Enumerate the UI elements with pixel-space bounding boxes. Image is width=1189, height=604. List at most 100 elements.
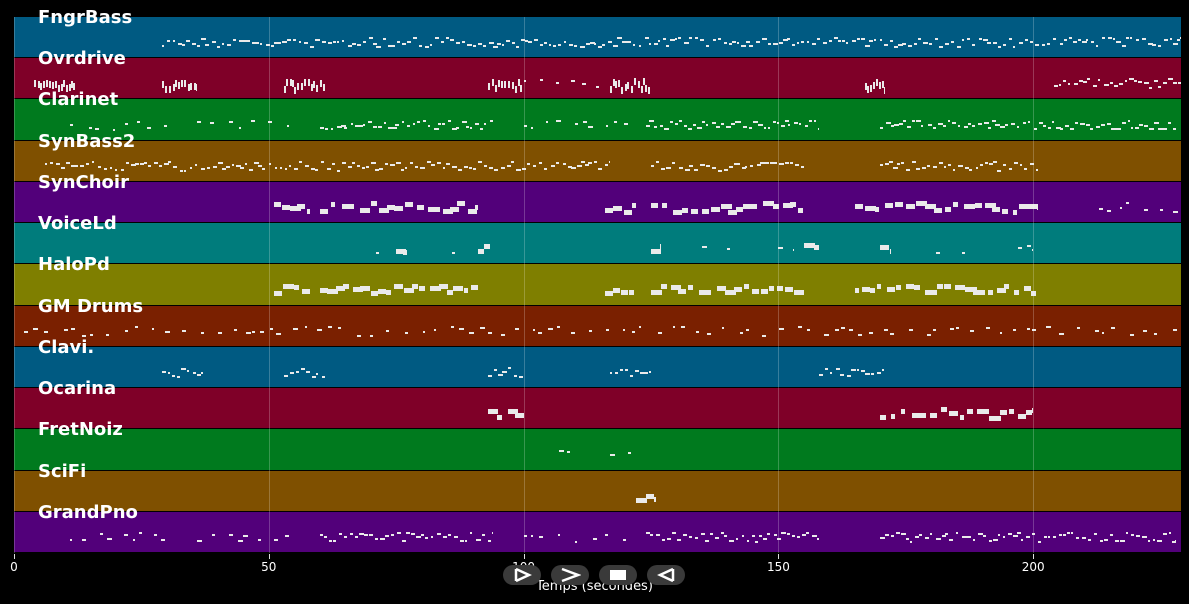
note: [1100, 540, 1103, 543]
note: [385, 290, 391, 296]
note: [936, 537, 941, 540]
note: [834, 37, 839, 40]
note: [470, 284, 478, 290]
note: [776, 121, 780, 124]
note: [706, 44, 710, 47]
track-fngrbass: [14, 17, 1181, 59]
note: [1125, 80, 1128, 83]
note: [851, 39, 857, 42]
note: [972, 538, 975, 541]
note: [916, 168, 921, 171]
note: [511, 81, 514, 89]
note: [1141, 37, 1147, 40]
note: [1033, 127, 1037, 130]
note: [161, 80, 164, 88]
note: [784, 119, 789, 122]
note: [798, 123, 802, 126]
note: [404, 166, 408, 169]
note: [131, 163, 137, 166]
play-button[interactable]: [503, 565, 541, 585]
note: [497, 79, 500, 87]
note: [773, 534, 777, 537]
note: [194, 164, 198, 167]
note: [781, 124, 786, 127]
note: [443, 208, 454, 214]
note: [523, 535, 527, 538]
note: [1125, 37, 1129, 40]
note: [999, 332, 1003, 335]
note: [645, 532, 651, 535]
note: [413, 37, 418, 40]
note: [396, 41, 400, 44]
note: [700, 164, 706, 167]
note: [952, 201, 958, 207]
note: [415, 535, 421, 538]
note: [653, 496, 657, 502]
note: [857, 333, 862, 336]
note: [967, 37, 971, 40]
note: [447, 120, 451, 123]
note: [705, 539, 710, 542]
note: [1131, 126, 1134, 129]
note: [1087, 78, 1091, 81]
note: [362, 41, 367, 44]
note: [1177, 81, 1181, 84]
note: [989, 162, 993, 165]
note: [914, 284, 921, 290]
note: [712, 167, 717, 170]
note: [161, 538, 166, 541]
note: [778, 163, 784, 166]
note: [327, 325, 332, 328]
note: [1014, 290, 1019, 296]
note: [175, 80, 178, 88]
note: [627, 82, 630, 90]
note: [556, 161, 559, 164]
note: [451, 127, 457, 130]
note: [310, 84, 313, 92]
note: [726, 126, 731, 129]
note: [44, 330, 48, 333]
note: [187, 83, 190, 91]
note: [457, 168, 463, 171]
note: [890, 413, 895, 419]
piano-roll: FngrBass Ovrdrive Clarinet SynBass2 SynChoir…: [14, 7, 1181, 553]
note: [921, 125, 924, 128]
note: [1152, 44, 1156, 47]
note: [534, 38, 539, 41]
note: [740, 331, 743, 334]
note: [484, 244, 490, 250]
note: [450, 326, 454, 329]
fast-forward-button[interactable]: [551, 565, 589, 585]
note: [414, 165, 419, 168]
note: [874, 206, 880, 212]
note: [378, 168, 384, 171]
stop-button[interactable]: [599, 565, 637, 585]
note: [310, 168, 316, 171]
note: [750, 165, 753, 168]
note: [961, 251, 966, 254]
note: [956, 326, 960, 329]
note: [1153, 79, 1158, 82]
note: [880, 164, 884, 166]
note: [869, 85, 872, 93]
rewind-button[interactable]: [647, 565, 685, 585]
note: [932, 126, 936, 129]
note: [355, 536, 359, 539]
note: [854, 203, 863, 209]
note: [401, 169, 405, 172]
note: [217, 332, 223, 335]
note: [1091, 41, 1094, 44]
note: [520, 38, 526, 41]
note: [191, 42, 197, 45]
note: [320, 79, 323, 87]
note: [879, 38, 883, 41]
track-fretnoiz: [14, 429, 1181, 471]
note: [319, 288, 328, 294]
note: [932, 328, 936, 331]
x-tick-label: 200: [1021, 560, 1045, 574]
note: [694, 168, 699, 171]
note: [798, 326, 802, 329]
note: [402, 42, 406, 45]
note: [883, 329, 889, 332]
note: [633, 78, 636, 86]
